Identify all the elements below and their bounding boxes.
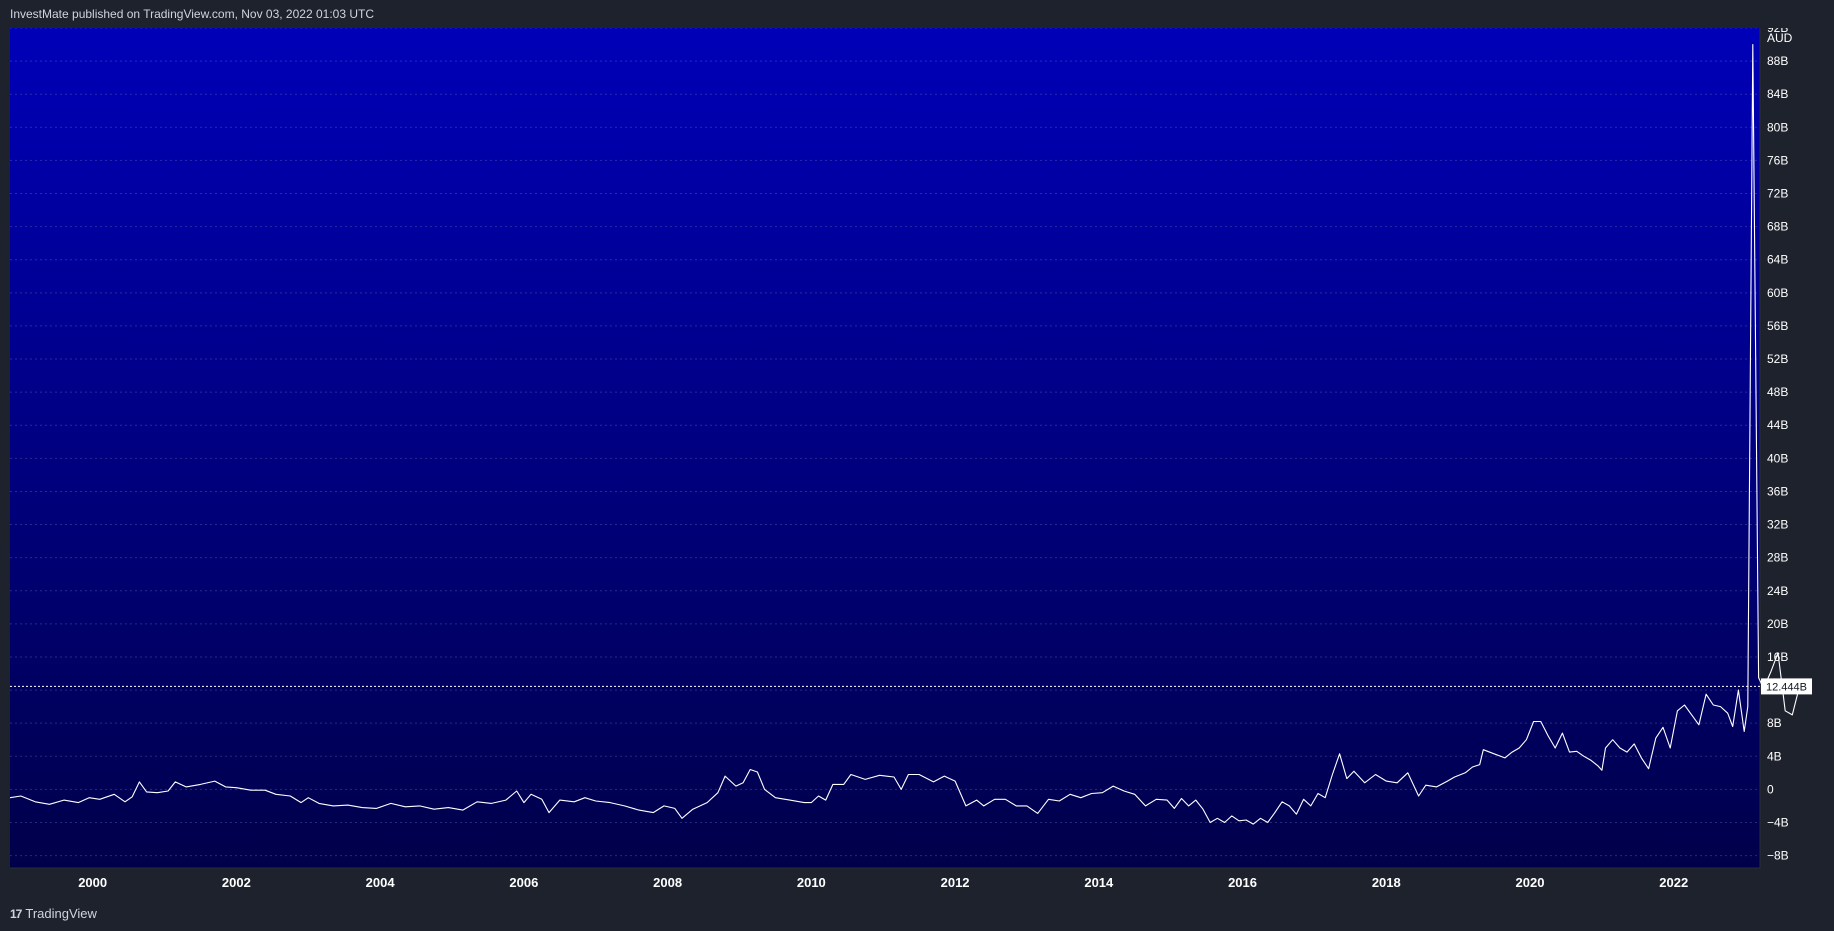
line-chart[interactable]: 92B 88B 84B 80B 76B 72B 68B 64B 60B 56B 52B 48B 44B 4… [10,28,1824,896]
price-tick-label: 88B [1767,54,1788,68]
last-value-label: 12.444B [1766,681,1807,693]
price-tick-label: 32B [1767,518,1788,532]
price-tick-label: 72B [1767,187,1788,201]
price-axis: 92B 88B 84B 80B 76B 72B 68B 64B 60B 56B 52B 48B 44B 4… [1767,28,1789,863]
time-tick-label: 2016 [1228,875,1257,890]
price-tick-label: 68B [1767,220,1788,234]
time-tick-label: 2020 [1516,875,1545,890]
time-tick-label: 2002 [222,875,251,890]
price-tick-label: 80B [1767,120,1788,134]
time-tick-label: 2008 [653,875,682,890]
price-tick-label: −8B [1767,849,1789,863]
time-tick-label: 2010 [797,875,826,890]
price-tick-label: 84B [1767,87,1788,101]
series-line [10,44,1801,825]
currency-label: AUD [1767,31,1793,45]
time-tick-label: 2000 [78,875,107,890]
time-tick-label: 2018 [1372,875,1401,890]
footer-brand[interactable]: 17 TradingView [10,906,97,921]
plot-background [10,28,1760,868]
time-tick-label: 2022 [1659,875,1688,890]
price-tick-label: 48B [1767,385,1788,399]
time-tick-label: 2004 [366,875,396,890]
chart-area[interactable]: 92B 88B 84B 80B 76B 72B 68B 64B 60B 56B 52B 48B 44B 4… [10,28,1824,896]
price-tick-label: 36B [1767,484,1788,498]
price-tick-label: 60B [1767,286,1788,300]
time-axis: 2000 2002 2004 2006 2008 2010 2012 2014 2016 2018… [78,875,1688,890]
price-tick-label: 16B [1767,650,1788,664]
price-tick-label: 92B [1767,28,1788,35]
price-tick-label: 52B [1767,352,1788,366]
grid-lines [10,28,1760,857]
price-tick-label: 4B [1767,749,1782,763]
price-tick-label: 44B [1767,418,1788,432]
time-tick-label: 2006 [509,875,538,890]
price-scale-background[interactable] [1760,28,1824,868]
price-tick-label: −4B [1767,815,1789,829]
price-tick-label: 76B [1767,153,1788,167]
brand-name: TradingView [25,906,97,921]
price-tick-label: 64B [1767,253,1788,267]
tradingview-logo-icon: 17 [10,906,22,921]
time-tick-label: 2012 [941,875,970,890]
price-tick-label: 20B [1767,617,1788,631]
price-tick-label: 28B [1767,551,1788,565]
price-tick-label: 40B [1767,451,1788,465]
time-scale-background[interactable] [10,868,1824,896]
price-tick-label: 56B [1767,319,1788,333]
last-value-badge [1761,678,1812,695]
price-tick-label: 0 [1767,782,1774,796]
publisher-caption: InvestMate published on TradingView.com,… [10,7,374,21]
time-tick-label: 2014 [1084,875,1114,890]
price-tick-label: 24B [1767,584,1788,598]
price-tick-label: 8B [1767,716,1782,730]
